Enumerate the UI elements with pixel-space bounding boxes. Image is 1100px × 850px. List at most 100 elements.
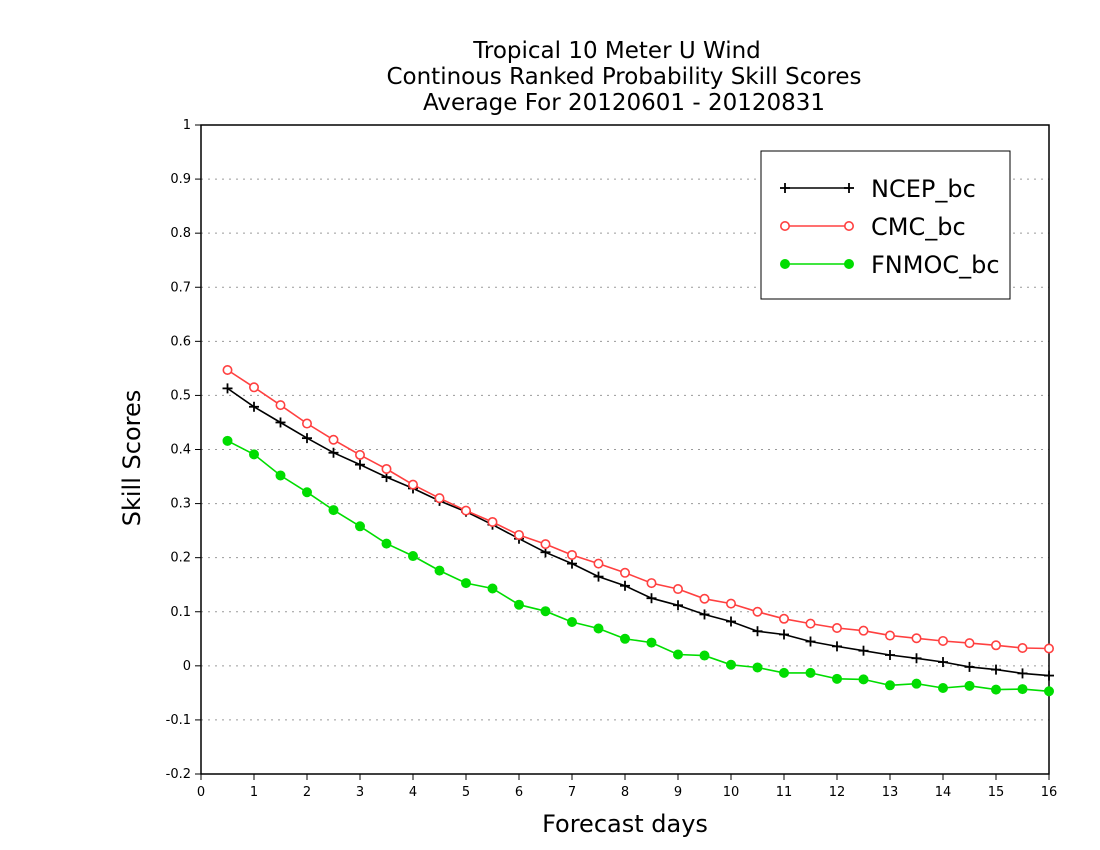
y-tick-label: 0.3 xyxy=(170,497,191,512)
legend: NCEP_bc CMC_bc FNMOC_bc xyxy=(760,150,1011,300)
y-tick-label: -0.1 xyxy=(166,713,191,728)
axes: -0.2-0.100.10.20.30.40.50.60.70.80.910 1 2… xyxy=(166,118,1058,800)
y-axis-label: Skill Scores xyxy=(118,390,146,527)
plot-frame xyxy=(200,124,1050,775)
data-point-ncep-bc xyxy=(1044,670,1054,681)
data-point-fnmoc-bc xyxy=(911,678,922,689)
data-point-fnmoc-bc xyxy=(620,633,630,644)
data-point-fnmoc-bc xyxy=(567,617,577,628)
data-point-ncep-bc xyxy=(620,580,630,591)
data-point-cmc-bc xyxy=(752,606,763,617)
data-point-cmc-bc xyxy=(407,479,418,490)
data-point-cmc-bc xyxy=(619,567,630,578)
legend-entry-fnmoc-bc: FNMOC_bc xyxy=(780,251,1000,279)
y-tick-label: 0.8 xyxy=(170,226,191,241)
data-point-fnmoc-bc xyxy=(540,606,551,617)
data-point-cmc-bc xyxy=(699,593,710,604)
data-point-cmc-bc xyxy=(778,613,789,624)
data-point-cmc-bc xyxy=(249,382,260,393)
data-point-fnmoc-bc xyxy=(646,637,657,648)
data-point-cmc-bc xyxy=(990,640,1001,651)
data-point-fnmoc-bc xyxy=(222,435,233,446)
legend-label-cmc-bc: CMC_bc xyxy=(871,213,966,241)
data-point-ncep-bc xyxy=(964,661,975,672)
data-point-fnmoc-bc xyxy=(328,505,339,516)
legend-label-ncep-bc: NCEP_bc xyxy=(871,175,976,203)
data-point-fnmoc-bc xyxy=(805,667,816,678)
x-tick-label: 6 xyxy=(515,785,523,800)
y-tick-label: 0.9 xyxy=(170,172,191,187)
data-point-cmc-bc xyxy=(725,598,736,609)
data-point-fnmoc-bc xyxy=(673,649,683,660)
data-point-fnmoc-bc xyxy=(355,521,365,532)
chart-subtitle: Continous Ranked Probability Skill Score… xyxy=(386,64,861,90)
y-tick-label: 0.2 xyxy=(170,551,191,566)
data-point-ncep-bc xyxy=(328,447,339,458)
series-group xyxy=(222,364,1055,697)
data-point-cmc-bc xyxy=(301,418,312,429)
legend-marker-fnmoc-bc xyxy=(844,259,854,269)
y-tick-label: 0.4 xyxy=(170,443,191,458)
data-point-fnmoc-bc xyxy=(885,680,895,691)
x-tick-label: 5 xyxy=(462,785,470,800)
data-point-cmc-bc xyxy=(964,638,975,649)
data-point-cmc-bc xyxy=(566,549,577,560)
x-tick-label: 13 xyxy=(882,785,899,800)
x-tick-label: 14 xyxy=(935,785,952,800)
data-point-fnmoc-bc xyxy=(275,470,286,481)
y-tick-label: 0.7 xyxy=(170,280,191,295)
data-point-ncep-bc xyxy=(805,636,816,647)
data-point-fnmoc-bc xyxy=(302,487,312,498)
y-tick-label: 0.6 xyxy=(170,334,191,349)
data-point-cmc-bc xyxy=(328,434,339,445)
data-point-ncep-bc xyxy=(593,571,604,582)
data-point-fnmoc-bc xyxy=(964,680,975,691)
data-point-fnmoc-bc xyxy=(991,684,1001,695)
x-tick-label: 9 xyxy=(674,785,682,800)
y-tick-label: 0.1 xyxy=(170,605,191,620)
data-point-ncep-bc xyxy=(1017,668,1028,679)
data-point-fnmoc-bc xyxy=(1017,684,1028,695)
x-tick-label: 4 xyxy=(409,785,417,800)
data-point-fnmoc-bc xyxy=(779,667,789,678)
data-point-cmc-bc xyxy=(434,493,445,504)
legend-entry-cmc-bc: CMC_bc xyxy=(779,213,966,241)
y-tick-label: 0.5 xyxy=(170,388,191,403)
data-point-ncep-bc xyxy=(302,433,312,444)
data-point-ncep-bc xyxy=(832,641,842,652)
data-point-cmc-bc xyxy=(805,618,816,629)
data-point-ncep-bc xyxy=(222,383,233,394)
data-point-fnmoc-bc xyxy=(434,565,445,576)
data-point-ncep-bc xyxy=(673,600,683,611)
data-point-fnmoc-bc xyxy=(461,578,471,589)
data-point-ncep-bc xyxy=(938,657,948,668)
x-tick-label: 7 xyxy=(568,785,576,800)
x-tick-label: 3 xyxy=(356,785,364,800)
data-point-fnmoc-bc xyxy=(381,538,392,549)
data-point-ncep-bc xyxy=(699,609,710,620)
data-point-fnmoc-bc xyxy=(726,659,736,670)
legend-marker-fnmoc-bc xyxy=(780,259,790,269)
series-line-cmc-bc xyxy=(227,369,1050,650)
data-point-fnmoc-bc xyxy=(593,623,604,634)
y-tick-label: 1 xyxy=(183,118,191,133)
data-point-fnmoc-bc xyxy=(832,673,842,684)
legend-entry-ncep-bc: NCEP_bc xyxy=(780,175,976,203)
series-ncep-bc xyxy=(222,383,1054,681)
data-point-cmc-bc xyxy=(937,635,948,646)
data-point-fnmoc-bc xyxy=(752,662,763,673)
data-point-ncep-bc xyxy=(646,593,657,604)
series-fnmoc-bc xyxy=(222,435,1054,697)
data-point-cmc-bc xyxy=(858,625,869,636)
data-point-fnmoc-bc xyxy=(408,551,418,562)
x-tick-label: 10 xyxy=(723,785,740,800)
data-point-ncep-bc xyxy=(355,459,365,470)
data-point-cmc-bc xyxy=(222,364,233,375)
data-point-cmc-bc xyxy=(513,529,524,540)
data-point-fnmoc-bc xyxy=(514,599,524,610)
data-point-cmc-bc xyxy=(1044,643,1055,654)
series-line-ncep-bc xyxy=(227,387,1050,677)
data-point-fnmoc-bc xyxy=(699,650,710,661)
x-tick-label: 8 xyxy=(621,785,629,800)
